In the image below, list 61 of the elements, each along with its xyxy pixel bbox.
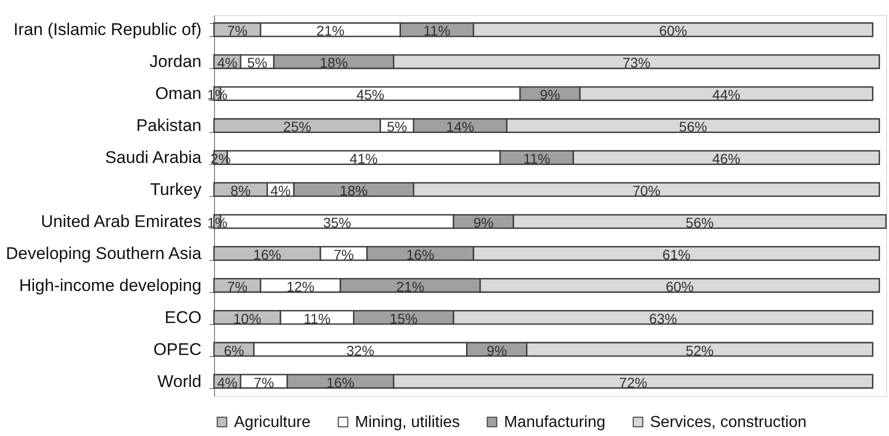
data-label: 56% [686,214,714,230]
data-label: 11% [423,22,450,39]
data-label: 14% [446,118,474,135]
data-label: 11% [304,310,331,326]
data-label: 35% [323,214,352,230]
data-label: 7% [334,246,354,262]
legend-label: Manufacturing [504,414,606,431]
data-label: 52% [686,342,714,358]
legend-label: Mining, utilities [355,414,460,431]
data-label: 7% [227,22,248,39]
data-label: 21% [396,278,424,294]
data-label: 16% [253,246,282,262]
data-label: 61% [662,246,690,262]
y-tick-label: Iran (Islamic Republic of) [13,20,202,40]
y-tick-label: Oman [155,84,202,104]
data-label: 63% [649,310,678,326]
y-tick-label: United Arab Emirates [40,212,202,231]
data-label: 8% [230,182,251,199]
data-label: 9% [486,342,507,358]
data-label: 18% [340,182,368,199]
y-tick-label: Saudi Arabia [105,148,202,168]
data-label: 46% [712,150,740,167]
data-label: 4% [270,182,291,199]
data-label: 11% [523,150,550,167]
data-label: 7% [254,374,274,390]
y-tick-label: Turkey [150,180,202,200]
data-label: 41% [350,150,378,167]
data-label: 12% [286,278,315,294]
data-label: 15% [390,310,418,326]
legend-label: Agriculture [234,414,311,431]
data-label: 9% [540,86,560,103]
data-label: 18% [320,54,348,71]
data-label: 10% [233,310,262,326]
data-label: 4% [217,374,238,390]
y-tick-label: Pakistan [136,116,202,136]
data-label: 16% [326,374,354,390]
data-label: 73% [622,54,651,71]
y-tick-label: High-income developing [19,276,202,295]
y-tick-label: World [157,372,202,391]
data-label: 21% [316,22,344,39]
data-label: 60% [666,278,694,294]
data-label: 56% [679,118,708,135]
data-label: 25% [283,118,312,135]
data-label: 16% [406,246,434,262]
legend-label: Services, construction [650,414,807,431]
data-label: 9% [473,214,494,230]
data-label: 7% [227,278,248,294]
data-label: 32% [346,342,374,358]
data-label: 5% [247,54,268,71]
data-label: 6% [224,342,244,358]
y-tick-label: Developing Southern Asia [6,244,202,263]
data-label: 45% [356,86,384,103]
data-label: 70% [632,182,660,199]
y-tick-label: OPEC [153,340,202,359]
data-label: 60% [659,22,688,39]
data-label: 44% [712,86,740,103]
y-tick-label: Jordan [150,52,202,72]
data-label: 4% [217,54,238,71]
y-tick-label: ECO [164,308,202,327]
data-label: 72% [619,374,648,390]
data-label: 5% [386,118,408,135]
